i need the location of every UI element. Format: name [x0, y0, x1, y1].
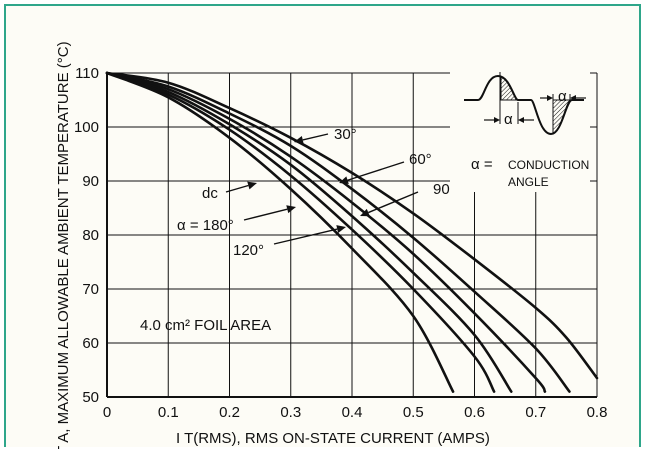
leader-line — [273, 228, 338, 245]
leader-line — [347, 161, 405, 181]
inset-alpha-equals: α = — [471, 156, 493, 173]
inset-alpha-upper: α — [558, 88, 567, 105]
leader-line — [225, 184, 249, 193]
y-tick-label: 80 — [82, 227, 99, 244]
conduction-angle-inset: α α α = CONDUCTION ANGLE — [450, 64, 590, 192]
x-tick-label: 0.4 — [342, 404, 363, 421]
curve-120 — [105, 71, 513, 393]
inset-conduction: CONDUCTION — [508, 158, 589, 172]
leader-line — [302, 133, 329, 141]
leader-arrowhead — [360, 208, 370, 217]
y-tick-label: 110 — [75, 65, 99, 82]
leader-arrowhead — [294, 136, 304, 144]
chart-frame: 0 0.1 0.2 0.3 0.4 0.5 0.6 0.7 0.8 50 60 70 80 90 100 11… — [4, 4, 641, 449]
derating-chart: 0 0.1 0.2 0.3 0.4 0.5 0.6 0.7 0.8 50 60 70 80 90 100 11… — [55, 41, 607, 449]
inset-hatch-negative — [552, 99, 572, 135]
leader-line — [368, 191, 419, 214]
y-tick-label: 90 — [82, 173, 99, 190]
inset-hatch-positive — [500, 76, 519, 101]
x-tick-label: 0.8 — [587, 404, 608, 421]
axes: 0 0.1 0.2 0.3 0.4 0.5 0.6 0.7 0.8 50 60 70 80 90 100 11… — [74, 65, 607, 421]
leader-arrowhead — [247, 181, 257, 190]
y-tick-label: 50 — [82, 389, 99, 406]
y-tick-label: 100 — [74, 119, 99, 136]
curve-label-dc: dc — [202, 185, 218, 202]
curve-label-120: 120° — [233, 242, 264, 259]
leader-arrowhead — [336, 225, 346, 233]
curve-30 — [105, 71, 599, 380]
inset-alpha-lower: α — [504, 111, 513, 128]
curve-60 — [105, 71, 571, 393]
leader-line — [243, 208, 288, 221]
curves — [105, 71, 599, 393]
x-tick-label: 0 — [103, 404, 111, 421]
curve-90 — [105, 71, 547, 393]
leader-arrowhead — [339, 176, 349, 185]
curve-label-30: 30° — [334, 126, 357, 143]
x-tick-label: 0.5 — [403, 404, 424, 421]
curve-label-60: 60° — [409, 151, 432, 168]
foil-area-note: 4.0 cm² FOIL AREA — [140, 317, 271, 334]
curve-dc — [105, 71, 455, 393]
y-tick-label: 60 — [82, 335, 99, 352]
curve-labels: 30°60°90°120°α = 180°dc — [177, 126, 456, 259]
y-tick-label: 70 — [82, 281, 99, 298]
inset-angle: ANGLE — [508, 175, 549, 189]
leader-arrowhead — [286, 205, 296, 214]
curve-label-180: α = 180° — [177, 217, 234, 234]
x-tick-label: 0.1 — [158, 404, 179, 421]
x-tick-label: 0.6 — [464, 404, 485, 421]
y-axis-title: T A, MAXIMUM ALLOWABLE AMBIENT TEMPERATU… — [55, 41, 72, 449]
x-tick-label: 0.3 — [280, 404, 301, 421]
x-tick-label: 0.2 — [219, 404, 240, 421]
x-tick-label: 0.7 — [525, 404, 546, 421]
curve-180 — [105, 71, 496, 393]
x-axis-title: I T(RMS), RMS ON-STATE CURRENT (AMPS) — [176, 430, 490, 447]
